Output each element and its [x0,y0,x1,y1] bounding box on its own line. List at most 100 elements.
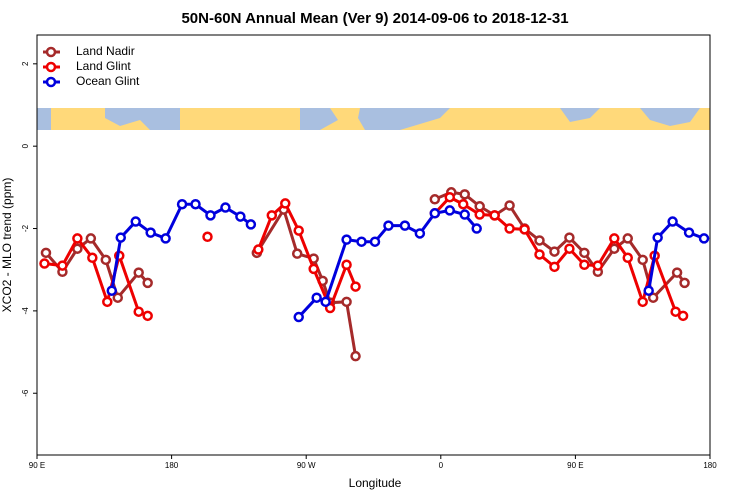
data-point [414,228,426,239]
x-axis-label: Longitude [349,476,402,490]
data-point [564,232,575,243]
data-point [399,220,411,231]
data-point [142,277,153,289]
x-tick-label: 180 [703,461,717,470]
legend-marker [45,61,57,73]
data-point [160,233,171,244]
data-point [504,223,515,234]
data-point [350,281,361,292]
map-strip [37,108,710,130]
data-point [280,198,291,209]
data-point [534,235,545,246]
data-point [643,285,654,296]
plot-frame [36,34,711,456]
x-tick-label: 180 [165,461,179,470]
data-point [609,243,620,254]
x-tick-label: 90 E [29,461,45,470]
data-point [350,350,361,362]
data-point [549,246,560,257]
data-point [698,233,710,244]
data-point [142,310,153,322]
data-point [679,277,690,289]
data-point [190,198,201,210]
y-tick-label: -6 [21,389,30,397]
x-tick-label: 90 W [297,461,316,470]
data-point [579,247,590,259]
data-point [369,236,381,247]
data-point [308,263,319,275]
y-tick-label: -2 [21,224,30,232]
data-point [609,233,620,244]
legend-label: Land Nadir [76,44,135,58]
data-point [133,306,144,317]
data-point [622,252,633,264]
data-point [220,202,231,213]
data-point [341,234,352,245]
data-point [72,233,83,244]
data-point [145,227,156,238]
x-tick-label: 0 [439,461,444,470]
data-point [235,211,246,222]
data-point [637,254,648,266]
y-tick-label: 0 [21,143,30,148]
data-point [291,248,303,259]
data-point [112,292,124,303]
data-point [39,258,50,269]
data-point [534,249,545,260]
data-point [549,261,560,273]
data-point [647,292,659,303]
data-point [253,244,264,255]
data-point [429,194,441,205]
data-point [474,201,485,212]
data-point [652,232,663,243]
x-tick-label: 90 E [567,461,583,470]
data-point [356,236,367,247]
data-point [670,306,681,317]
data-point [293,225,304,236]
data-point [341,296,352,308]
data-point [341,259,352,271]
data-point [459,209,470,220]
data-point [115,232,127,243]
data-point [504,200,515,211]
legend-label: Land Glint [76,59,131,73]
data-point [176,198,188,210]
data-point [383,220,394,231]
data-point [102,296,113,308]
data-point [311,292,322,303]
data-point [489,210,500,221]
chart-title: 50N-60N Annual Mean (Ver 9) 2014-09-06 t… [181,10,568,27]
y-tick-label: -4 [21,307,30,315]
data-point [457,198,469,210]
data-point [579,259,590,271]
data-point [100,254,112,266]
data-point [266,210,278,221]
legend-marker [45,76,57,88]
y-axis-label: XCO2 - MLO trend (ppm) [0,178,14,313]
data-point [592,260,604,271]
data-point [683,227,695,238]
data-point [667,216,678,227]
data-point [622,233,633,244]
data-point [85,233,97,244]
legend-marker [45,46,57,58]
data-point [293,311,304,323]
data-point [474,209,485,220]
data-point [429,208,441,219]
data-point [677,310,689,322]
data-point [444,191,456,203]
data-point [106,285,118,296]
data-point [87,252,98,264]
series-line [44,235,149,318]
y-tick-label: 2 [21,61,30,66]
data-point [671,267,683,278]
data-point [245,219,257,230]
data-point [471,223,482,234]
data-point [320,296,331,308]
data-point [564,243,575,254]
data-point [444,205,456,216]
data-point [205,210,216,221]
data-point [57,260,68,271]
